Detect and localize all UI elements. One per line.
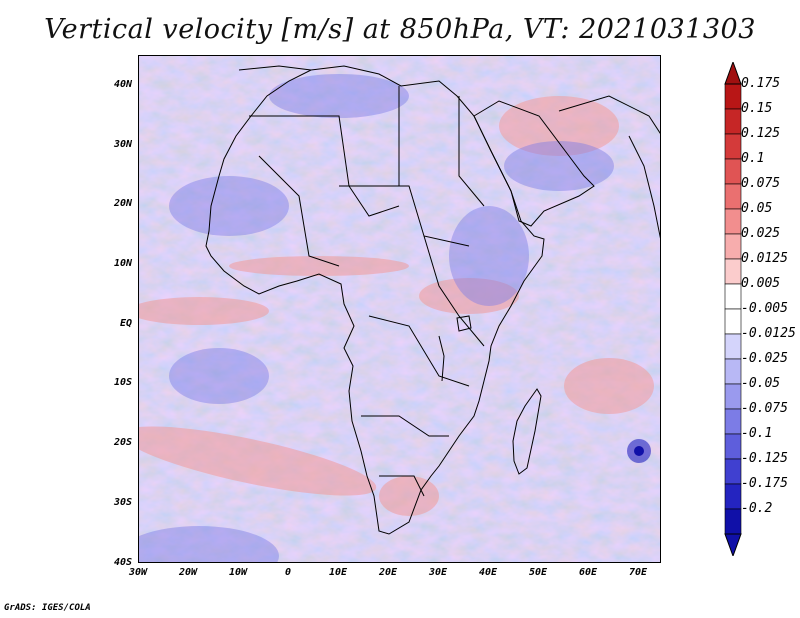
border-3 bbox=[258, 155, 340, 267]
colorbar-label: 0.0125 bbox=[741, 251, 788, 266]
border-7 bbox=[379, 475, 425, 497]
colorbar-segment bbox=[724, 383, 742, 410]
colorbar-bottom-arrow bbox=[724, 533, 742, 556]
colorbar-segment bbox=[724, 458, 742, 485]
border-2 bbox=[339, 185, 470, 247]
colorbar-label: -0.0125 bbox=[741, 326, 796, 341]
colorbar-label: 0.05 bbox=[741, 201, 773, 216]
colorbar-label: -0.175 bbox=[741, 476, 788, 491]
velocity-field-map bbox=[139, 56, 660, 562]
colorbar-label: 0.175 bbox=[741, 76, 781, 91]
colorbar-segment bbox=[724, 333, 742, 360]
lat-label-20s: 20S bbox=[113, 437, 132, 448]
descent-regions bbox=[139, 74, 614, 562]
lon-label-20e: 20E bbox=[378, 567, 398, 578]
map-plot-area[interactable] bbox=[138, 55, 661, 563]
colorbar-label: -0.1 bbox=[741, 426, 773, 441]
colorbar-label: 0.025 bbox=[741, 226, 781, 241]
colorbar-segment bbox=[724, 258, 742, 285]
border-8 bbox=[458, 96, 485, 207]
lon-label-30e: 30E bbox=[428, 567, 448, 578]
lat-label-10n: 10N bbox=[113, 258, 132, 269]
border-6 bbox=[361, 415, 449, 437]
colorbar bbox=[724, 62, 742, 556]
coastlines-and-borders bbox=[205, 65, 660, 535]
colorbar-segment bbox=[724, 233, 742, 260]
map-title: Vertical velocity [m/s] at 850hPa, VT: 2… bbox=[44, 14, 756, 45]
persian-gulf-coast bbox=[558, 95, 660, 134]
colorbar-segment bbox=[724, 183, 742, 210]
colorbar-label: 0.15 bbox=[741, 101, 773, 116]
colorbar-segment bbox=[724, 508, 742, 535]
lat-label-40s: 40S bbox=[113, 557, 132, 568]
colorbar-segment bbox=[724, 308, 742, 335]
lat-label-20n: 20N bbox=[113, 198, 132, 209]
colorbar-segments bbox=[724, 83, 742, 535]
colorbar-label: 0.075 bbox=[741, 176, 781, 191]
colorbar-segment bbox=[724, 158, 742, 185]
lon-label-50e: 50E bbox=[528, 567, 548, 578]
lon-label-10e: 10E bbox=[328, 567, 348, 578]
lat-label-30n: 30N bbox=[113, 139, 132, 150]
africa-coastline bbox=[205, 65, 545, 535]
colorbar-segment bbox=[724, 433, 742, 460]
lon-label-60e: 60E bbox=[578, 567, 598, 578]
lat-label-30s: 30S bbox=[113, 497, 132, 508]
colorbar-label: -0.05 bbox=[741, 376, 781, 391]
colorbar-label: 0.1 bbox=[741, 151, 765, 166]
lon-label-10w: 10W bbox=[228, 567, 248, 578]
colorbar-segment bbox=[724, 133, 742, 160]
colorbar-label: 0.125 bbox=[741, 126, 781, 141]
lake-tanganyika bbox=[438, 335, 445, 382]
colorbar-label: -0.2 bbox=[741, 501, 773, 516]
madagascar bbox=[512, 388, 542, 475]
colorbar-label: -0.075 bbox=[741, 401, 788, 416]
lon-label-20w: 20W bbox=[178, 567, 198, 578]
grads-credit: GrADS: IGES/COLA bbox=[4, 603, 91, 613]
colorbar-label: -0.025 bbox=[741, 351, 788, 366]
colorbar-label: -0.005 bbox=[741, 301, 788, 316]
lon-label-0: 0 bbox=[284, 567, 292, 578]
mediterranean-coast bbox=[238, 65, 312, 71]
colorbar-segment bbox=[724, 283, 742, 310]
lon-label-70e: 70E bbox=[628, 567, 648, 578]
arabian-peninsula bbox=[473, 100, 595, 227]
cyclone-vortex bbox=[627, 439, 651, 463]
colorbar-segment bbox=[724, 358, 742, 385]
lat-label-10s: 10S bbox=[113, 377, 132, 388]
colorbar-segment bbox=[724, 483, 742, 510]
lake-victoria bbox=[456, 315, 472, 332]
colorbar-label: -0.125 bbox=[741, 451, 788, 466]
colorbar-segment bbox=[724, 108, 742, 135]
colorbar-label: 0.005 bbox=[741, 276, 781, 291]
lon-label-40e: 40E bbox=[478, 567, 498, 578]
colorbar-segment bbox=[724, 408, 742, 435]
colorbar-top-arrow bbox=[724, 62, 742, 85]
border-4 bbox=[423, 235, 485, 347]
lon-label-30w: 30W bbox=[128, 567, 148, 578]
colorbar-segment bbox=[724, 208, 742, 235]
lat-label-40n: 40N bbox=[113, 79, 132, 90]
border-5 bbox=[368, 315, 470, 387]
colorbar-segment bbox=[724, 83, 742, 110]
lat-label-eq: EQ bbox=[119, 318, 132, 329]
ascent-regions bbox=[139, 96, 654, 516]
india-coast bbox=[628, 135, 660, 239]
